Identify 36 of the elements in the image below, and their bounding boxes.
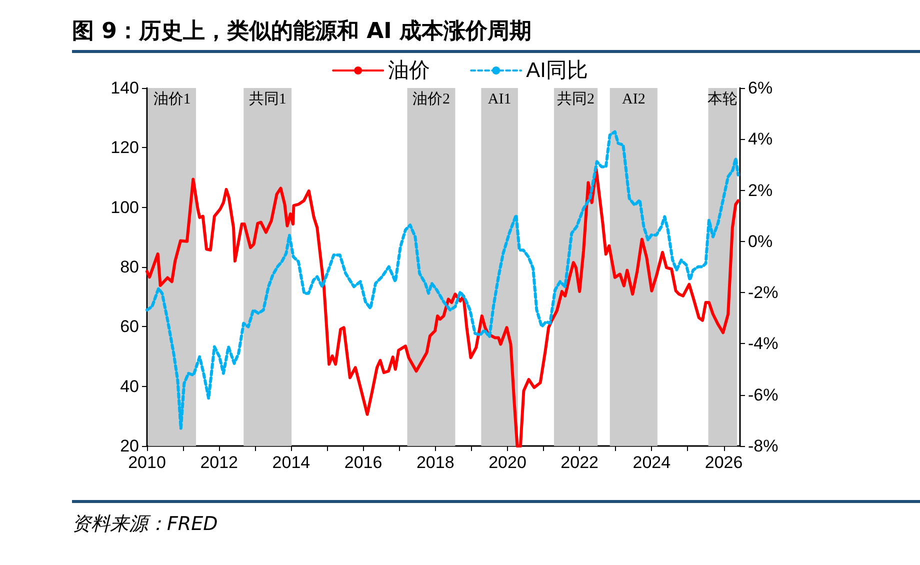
y-tick-label: 100 <box>110 198 139 217</box>
x-tick-label: 2022 <box>560 453 598 472</box>
y2-tick-label: -2% <box>748 283 778 302</box>
line-series <box>146 130 740 430</box>
y-tick-label: 20 <box>120 436 139 456</box>
y2-tick-label: -6% <box>748 385 778 404</box>
text: 资料来源：FRED <box>72 500 920 537</box>
x-tick-label: 2020 <box>488 453 526 472</box>
y-tick-label: 120 <box>110 138 139 158</box>
x-tick-label: 2026 <box>704 453 743 472</box>
band-label: AI1 <box>488 92 512 108</box>
y2-tick-label: -4% <box>748 334 778 354</box>
y2-tick-label: 6% <box>748 78 773 98</box>
chart-title: 图 9：历史上，类似的能源和 AI 成本涨价周期 <box>72 14 920 53</box>
y-tick-label: 80 <box>120 258 139 276</box>
y-tick-label: 40 <box>120 376 139 396</box>
legend-label: 油价 <box>388 59 430 82</box>
band-label: 油价2 <box>412 90 450 108</box>
band-label: 本轮 <box>708 90 738 108</box>
band-label: AI2 <box>622 92 646 108</box>
x-tick-label: 2018 <box>416 453 454 472</box>
x-tick-label: 2016 <box>344 453 382 472</box>
y2-tick-label: 2% <box>748 180 773 200</box>
x-tick-label: 2010 <box>128 453 166 472</box>
y-tick-label: 60 <box>120 317 139 336</box>
y2-tick-label: -8% <box>748 436 778 456</box>
y-tick-label: 140 <box>110 78 139 98</box>
legend-label: AI同比 <box>526 59 588 82</box>
y2-tick-label: 0% <box>748 232 773 251</box>
band-label: 共同2 <box>557 90 595 108</box>
x-tick-label: 2024 <box>632 453 671 472</box>
y2-tick-label: 4% <box>748 130 773 149</box>
band-label: 油价1 <box>153 90 191 108</box>
band-label: 共同1 <box>248 90 286 108</box>
x-tick-label: 2014 <box>272 453 310 472</box>
x-tick-label: 2012 <box>200 453 238 472</box>
